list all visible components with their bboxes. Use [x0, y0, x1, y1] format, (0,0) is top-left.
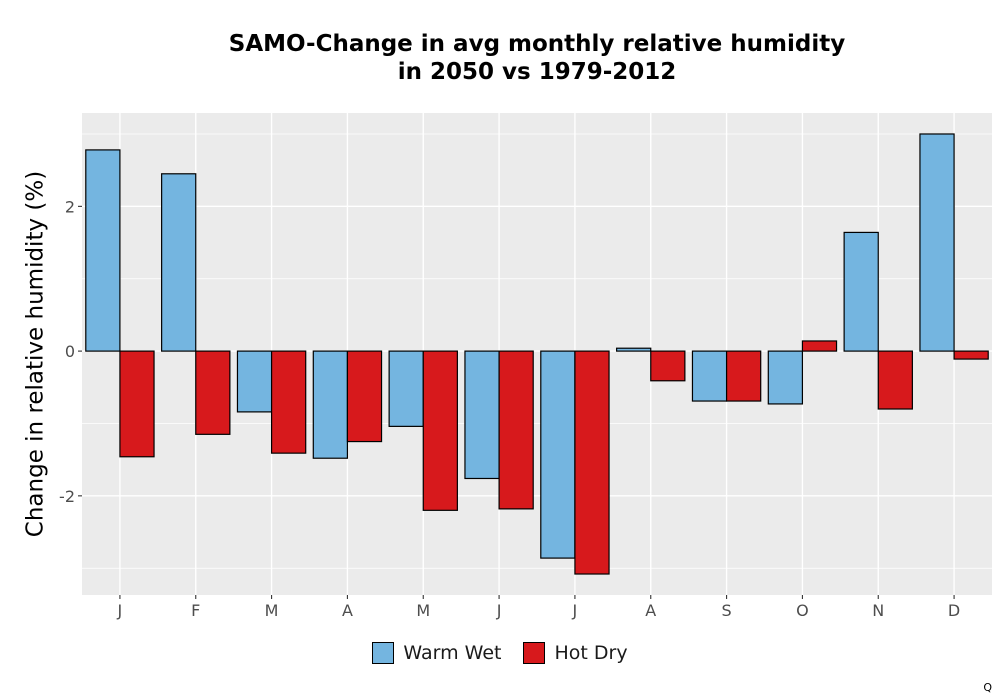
legend-key-hot-dry	[523, 642, 546, 664]
bar	[953, 350, 989, 360]
bar	[236, 350, 273, 413]
x-tick-label: M	[416, 601, 430, 620]
y-tick-label: 0	[65, 342, 75, 361]
bar	[498, 350, 534, 510]
y-tick-label: -2	[59, 487, 75, 506]
bar	[725, 350, 762, 402]
plot-panel	[82, 113, 992, 595]
bar	[161, 173, 197, 352]
bar	[650, 350, 686, 382]
chart-title-line-2: in 2050 vs 1979-2012	[397, 59, 677, 85]
chart-title: SAMO-Change in avg monthly relative humi…	[82, 30, 992, 86]
bar	[119, 350, 155, 458]
y-axis: -2 0 2	[59, 197, 82, 506]
x-tick-label: O	[796, 601, 809, 620]
corner-mark: Q	[983, 681, 992, 694]
y-tick-label: 2	[65, 197, 75, 216]
bar	[540, 350, 576, 559]
bar	[464, 350, 500, 480]
bars	[85, 133, 989, 575]
legend-item-warm-wet: Warm Wet	[372, 642, 501, 664]
x-tick-label: J	[572, 601, 578, 620]
x-tick-label: J	[117, 601, 123, 620]
bar	[843, 231, 879, 352]
legend-key-warm-wet	[372, 642, 395, 664]
bar	[195, 350, 231, 435]
bar	[270, 350, 307, 454]
bar	[616, 347, 652, 352]
bar	[877, 350, 913, 410]
legend: Warm Wet Hot Dry	[0, 642, 1000, 664]
bar	[767, 350, 804, 405]
bar	[85, 149, 121, 352]
legend-item-hot-dry: Hot Dry	[523, 642, 628, 664]
bar	[801, 340, 838, 352]
bar	[919, 133, 955, 352]
bar	[312, 350, 349, 459]
bar	[422, 350, 458, 511]
bar	[388, 350, 424, 427]
x-tick-label: F	[191, 601, 200, 620]
x-tick-label: M	[265, 601, 279, 620]
x-tick-label: D	[948, 601, 960, 620]
chart-title-line-1: SAMO-Change in avg monthly relative humi…	[228, 31, 846, 57]
bar	[346, 350, 383, 443]
legend-label-warm-wet: Warm Wet	[403, 642, 502, 664]
x-tick-label: S	[722, 601, 732, 620]
bar	[574, 350, 610, 575]
bar	[691, 350, 728, 402]
grid-minor	[82, 133, 992, 569]
x-tick-label: A	[645, 601, 656, 620]
x-tick-label: J	[496, 601, 502, 620]
legend-label-hot-dry: Hot Dry	[554, 642, 628, 664]
x-tick-label: N	[872, 601, 884, 620]
y-axis-label: Change in relative humidity (%)	[23, 171, 49, 537]
x-tick-label: A	[342, 601, 353, 620]
